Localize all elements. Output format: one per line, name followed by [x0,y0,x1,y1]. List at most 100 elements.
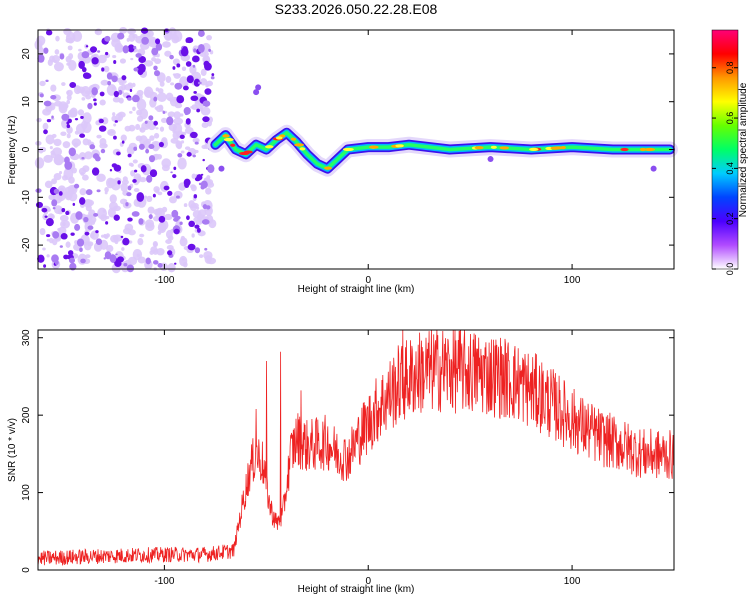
ridge-hotspot [264,145,274,149]
noise-blob [65,241,71,248]
noise-blob [39,228,46,236]
noise-blob [197,29,205,37]
noise-blob [164,50,172,57]
noise-blob [155,105,163,113]
spec-y-tick-label: 10 [21,96,32,108]
noise-blob [165,239,172,244]
spectrogram-x-axis: -100 0 100 [154,30,581,286]
noise-blob [138,143,145,150]
noise-blob [121,75,127,81]
noise-blob [185,39,189,43]
noise-blob [72,202,76,206]
noise-blob [206,179,214,186]
noise-blob [173,166,177,171]
snr-y-tick-label: 0 [21,567,32,573]
noise-blob [83,216,89,223]
noise-blob [74,223,81,231]
noise-blob [97,50,101,53]
noise-blob [158,215,166,223]
noise-blob [137,176,141,181]
noise-blob [148,39,157,48]
noise-blob [163,34,170,39]
noise-blob [66,99,71,105]
noise-blob [80,171,85,176]
noise-blob [157,88,164,94]
noise-blob [185,118,191,125]
noise-blob [91,87,98,96]
noise-blob [59,53,65,60]
noise-blob [48,237,54,244]
noise-blob [191,173,197,179]
snr-panel: -100 0 100 0 100 200 300 Height of straight l… [7,329,675,595]
noise-blob [104,186,109,193]
noise-blob [127,185,132,191]
noise-blob [53,61,64,72]
noise-blob [53,188,60,194]
noise-blob [174,215,181,220]
noise-blob [172,131,180,140]
noise-blob [95,238,103,246]
ridge-hotspot [639,147,647,152]
noise-blob [183,203,188,208]
noise-blob [77,109,85,116]
noise-blob [109,194,117,204]
noise-blob [107,80,112,86]
noise-blob [66,94,72,101]
colorbar-tick-label: 0.6 [725,112,735,125]
noise-blob [42,247,46,251]
noise-blob [144,60,154,67]
noise-blob [206,34,213,41]
noise-blob [131,211,140,217]
noise-blob [205,187,212,195]
noise-blob [175,195,180,199]
noise-blob [176,95,185,104]
noise-blob [81,97,86,101]
noise-blob [54,260,59,266]
noise-blob [52,147,63,157]
noise-blob [70,232,75,236]
noise-blob [66,133,71,139]
noise-blob [79,247,83,252]
noise-blob [52,206,56,210]
noise-blob [193,194,198,199]
noise-blob [74,240,78,245]
noise-blob [43,129,48,135]
noise-blob [180,150,185,154]
noise-blob [49,145,53,150]
noise-blob [51,178,57,185]
noise-blob [190,105,194,109]
noise-blob [51,55,61,64]
noise-blob [93,212,99,217]
noise-blob [201,144,207,149]
noise-blob [133,45,137,50]
noise-blob [129,110,133,114]
noise-blob [68,257,76,264]
noise-blob [218,165,225,172]
noise-blob [180,140,185,144]
noise-blob [100,234,105,238]
noise-blob [107,207,116,218]
noise-blob [194,247,201,254]
noise-blob [42,122,49,131]
noise-blob [98,125,107,132]
snr-x-tick-label: 100 [564,576,581,587]
noise-blob [161,164,170,172]
noise-blob [180,113,184,117]
noise-blob [61,208,66,213]
noise-blob [81,120,88,130]
noise-blob [194,141,199,145]
noise-blob [163,185,170,191]
noise-blob [190,95,199,102]
noise-blob [119,58,127,64]
noise-blob [167,250,173,256]
noise-blob [96,189,101,193]
noise-blob [129,31,133,35]
noise-blob [43,264,47,268]
noise-blob [73,142,79,148]
noise-blob [54,49,60,55]
noise-blob [103,65,110,73]
noise-blob [93,98,97,102]
chart-title: S233.2026.050.22.28.E08 [275,1,438,17]
noise-blob [202,158,205,162]
